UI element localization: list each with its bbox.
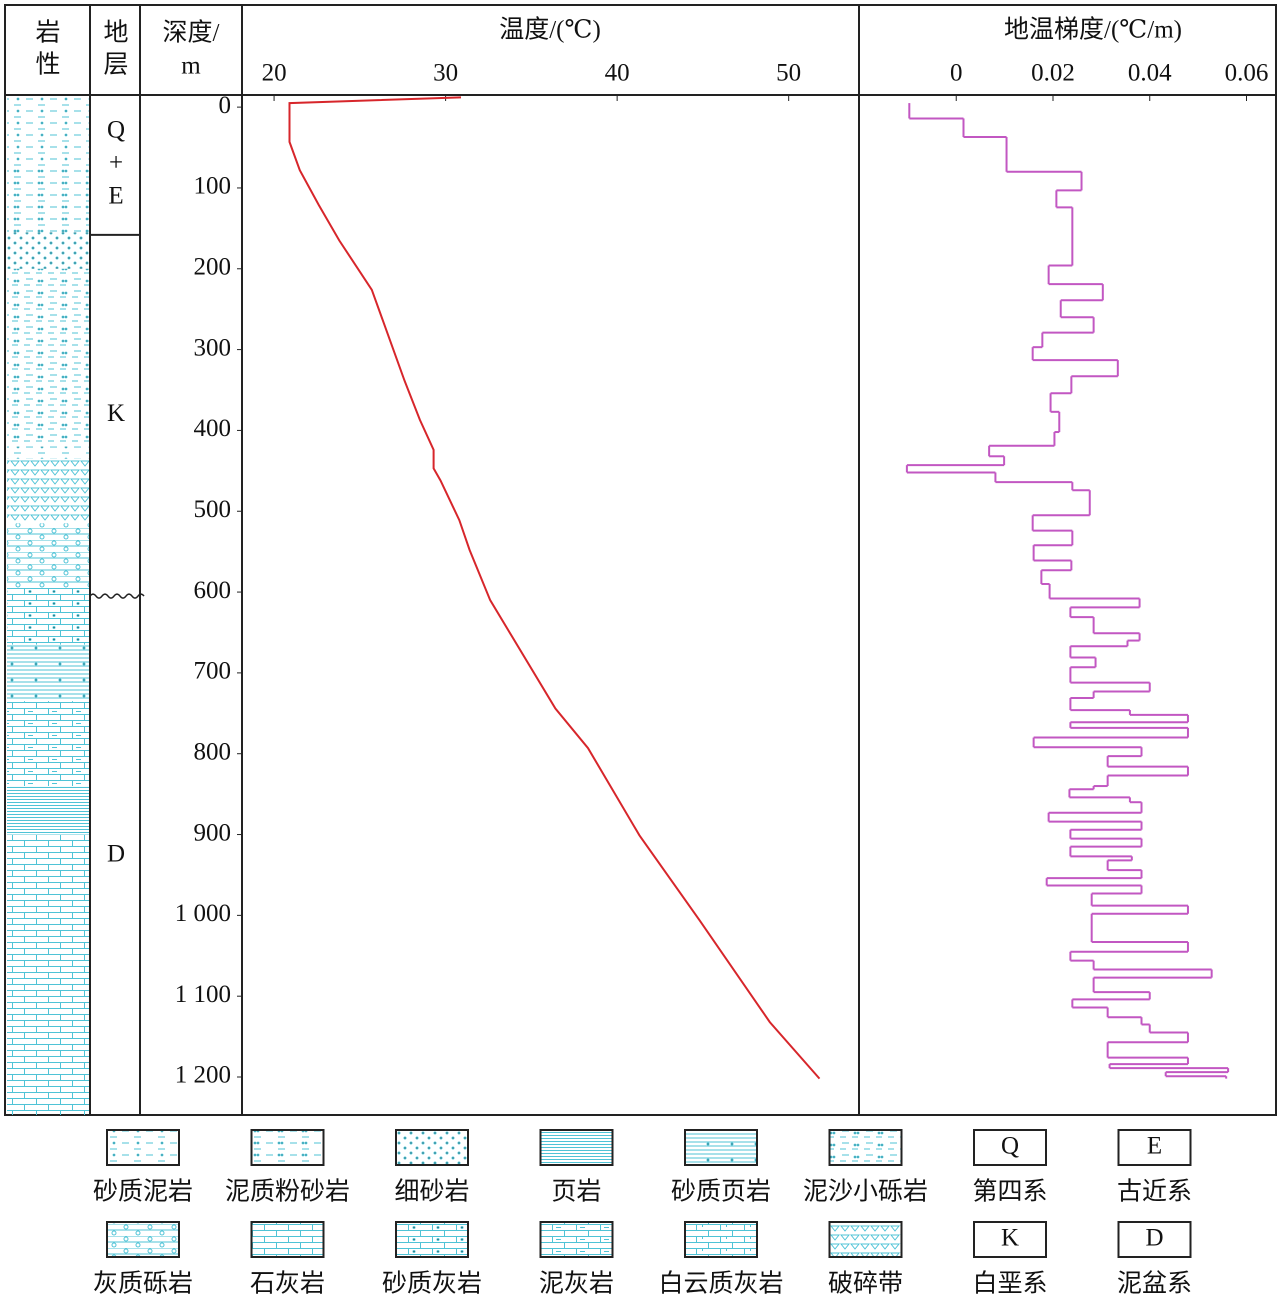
lithology-layer [7,701,89,787]
outer-border [4,4,1277,1116]
legend-swatch [106,1129,180,1166]
axis-title: m [181,53,201,80]
lithology-layer [7,167,89,233]
legend-label: 砂质泥岩 [93,1178,193,1206]
column-header: 岩 [35,19,60,47]
legend-label: 石灰岩 [250,1270,325,1298]
y-tick-label: 1 200 [175,1062,231,1089]
y-tick-label: 700 [194,658,232,685]
legend-swatch [395,1129,469,1166]
lithology-layer [7,95,89,168]
legend-symbol: D [1145,1225,1163,1252]
legend-label: 第四系 [972,1178,1047,1206]
x-tick-label: 0.06 [1225,60,1269,87]
stratum-label: D [107,840,125,867]
lithology-layer [7,268,89,447]
x-tick-label: 0.02 [1031,60,1075,87]
x-tick-label: 30 [433,60,458,87]
y-tick-label: 1 000 [175,900,231,927]
legend-swatch [684,1221,758,1258]
lithology-layer [7,834,89,1115]
y-tick-label: 500 [194,496,232,523]
legend-label: 白垩系 [972,1270,1047,1298]
legend-swatch [1117,1221,1192,1258]
lithology-layer [7,458,89,524]
lithology-layer [7,786,89,835]
lithology-layer [7,644,89,702]
x-tick-label: 20 [262,60,287,87]
y-tick-label: 900 [194,819,232,846]
y-tick-label: 200 [194,254,232,281]
legend-label: 泥质粉砂岩 [225,1178,350,1206]
stratum-label: E [108,183,123,210]
legend-label: 细砂岩 [394,1178,469,1206]
chart-title: 地温梯度/(℃/m) [1004,16,1182,44]
legend-label: 灰质砾岩 [93,1270,193,1298]
x-tick-label: 0 [950,60,963,87]
frame [4,4,1277,1116]
legend-swatch [1117,1129,1192,1166]
lithology-layer [7,446,89,459]
stratum-label: Q [107,117,125,144]
legend-swatch [539,1129,614,1166]
legend-symbol: K [1001,1225,1019,1252]
stratum-boundary [89,593,145,599]
y-tick-label: 0 [219,92,232,119]
legend-label: 泥沙小砾岩 [803,1178,928,1206]
legend-label: 破碎带 [828,1270,903,1298]
legend-label: 砂质灰岩 [382,1270,482,1298]
column-header: 性 [35,51,60,79]
temperature-line [288,96,821,1080]
y-tick-label: 100 [194,173,232,200]
column-header: 地 [103,19,128,47]
legend-symbol: E [1147,1133,1162,1160]
legend-swatch [973,1221,1047,1258]
legend-label: 白云质灰岩 [658,1270,783,1298]
lithology-layer [7,588,89,645]
legend-swatch [106,1221,180,1258]
x-tick-label: 0.04 [1128,60,1172,87]
lithology-layer [7,523,89,589]
stratum-label: K [107,400,125,427]
y-tick-label: 400 [194,415,232,442]
legend-swatch [395,1221,469,1258]
legend-symbol: Q [1001,1133,1019,1160]
y-tick-label: 1 100 [175,981,231,1008]
y-tick-label: 300 [194,334,232,361]
legend-label: 页岩 [551,1178,601,1206]
legend-swatch [250,1221,325,1258]
stratum-label: + [109,150,123,177]
chart-title: 温度/(℃) [499,16,601,44]
axis-title: 深度/ [163,19,220,47]
legend-swatch [828,1221,903,1258]
legend-label: 泥盆系 [1117,1270,1192,1298]
y-tick-label: 800 [194,738,232,765]
column-header: 层 [103,52,128,79]
lithology-layer [7,232,89,269]
legend-swatch [828,1129,903,1166]
legend-swatch [684,1129,758,1166]
legend-swatch [539,1221,614,1258]
legend-label: 泥灰岩 [539,1270,614,1298]
y-tick-label: 600 [194,577,232,604]
x-tick-label: 50 [776,60,801,87]
x-tick-label: 40 [605,60,630,87]
legend-swatch [250,1129,325,1166]
legend-label: 砂质页岩 [671,1178,771,1206]
legend-label: 古近系 [1117,1178,1192,1206]
legend-swatch [973,1129,1047,1166]
